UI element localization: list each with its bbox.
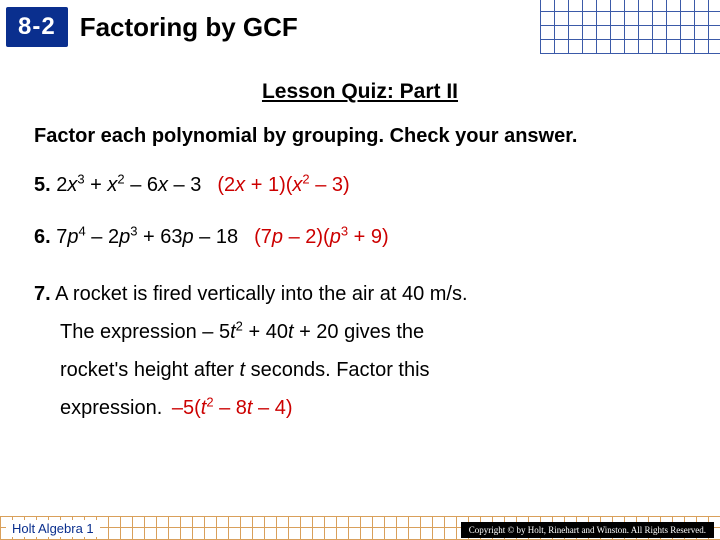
problem-5: 5. 2x3 + x2 – 6x – 3(2x + 1)(x2 – 3)	[34, 171, 686, 199]
slide-footer: Holt Algebra 1 Copyright © by Holt, Rine…	[0, 516, 720, 540]
problem-6: 6. 7p4 – 2p3 + 63p – 18(7p – 2)(p3 + 9)	[34, 223, 686, 251]
footer-copyright: Copyright © by Holt, Rinehart and Winsto…	[461, 522, 714, 538]
problem-number: 7.	[34, 283, 51, 305]
quiz-title: Lesson Quiz: Part II	[0, 80, 720, 104]
answer-5: (2x + 1)(x2 – 3)	[217, 174, 349, 196]
answer-7: –5(t2 – 8t – 4)	[172, 397, 293, 419]
content-area: Factor each polynomial by grouping. Chec…	[0, 124, 720, 427]
problem-number: 5.	[34, 174, 51, 196]
footer-label: Holt Algebra 1	[6, 520, 100, 537]
header-grid-decor	[540, 0, 720, 54]
instruction-text: Factor each polynomial by grouping. Chec…	[34, 124, 686, 149]
problem-7: 7. A rocket is fired vertically into the…	[34, 275, 686, 427]
problem-number: 6.	[34, 226, 51, 248]
lesson-number-badge: 8-2	[6, 7, 68, 47]
slide-header: 8-2 Factoring by GCF	[0, 0, 720, 54]
lesson-title: Factoring by GCF	[80, 12, 298, 43]
answer-6: (7p – 2)(p3 + 9)	[254, 226, 389, 248]
